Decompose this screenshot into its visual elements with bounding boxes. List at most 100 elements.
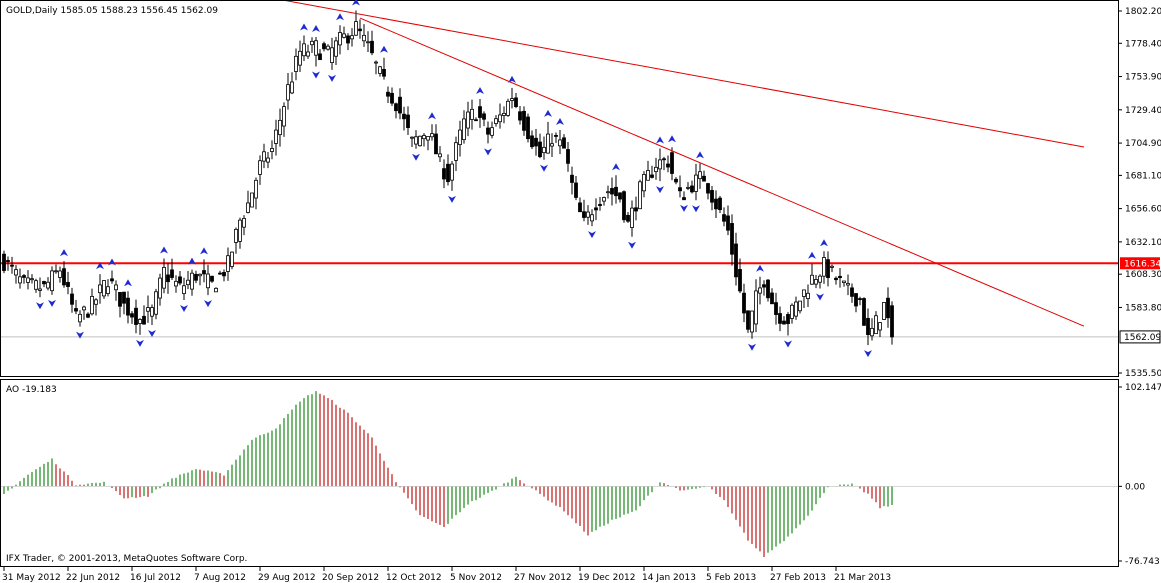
- fractal-down-icon: [680, 204, 688, 212]
- candle-body: [250, 192, 254, 208]
- time-tick-label: 16 Jul 2012: [130, 573, 181, 583]
- candle-body: [506, 100, 510, 116]
- candle-body: [842, 280, 846, 283]
- time-tick-label: 31 May 2012: [2, 573, 61, 583]
- fractal-up-icon: [544, 109, 552, 117]
- candle-body: [594, 207, 598, 211]
- candle-body: [118, 292, 122, 307]
- trendlines-layer: [285, 1, 1085, 327]
- candle-body: [682, 197, 686, 201]
- candle-body: [566, 149, 570, 164]
- price-tick-label: 1753.90: [1125, 73, 1161, 83]
- candle-body: [826, 259, 830, 279]
- fractal-up-icon: [108, 258, 116, 266]
- candle-body: [474, 119, 478, 122]
- candle-body: [718, 197, 722, 211]
- candle-body: [286, 84, 290, 101]
- candle-body: [426, 136, 430, 141]
- candle-body: [50, 270, 54, 292]
- candle-body: [490, 127, 494, 136]
- candle-body: [590, 214, 594, 222]
- candle-body: [654, 166, 658, 173]
- price-tick-label: 1802.20: [1125, 7, 1161, 17]
- candle-body: [790, 304, 794, 319]
- candle-body: [750, 310, 754, 333]
- fractals-layer: [36, 0, 872, 358]
- main-panel-frame: [0, 0, 1119, 377]
- candle-body: [234, 228, 238, 243]
- candle-body: [846, 283, 850, 286]
- candle-body: [366, 41, 370, 44]
- candle-body: [134, 307, 138, 325]
- candle-body: [290, 81, 294, 94]
- current-price-tag: 1562.09: [1119, 330, 1161, 344]
- candle-body: [94, 299, 98, 305]
- fractal-down-icon: [48, 299, 56, 307]
- fractal-down-icon: [864, 350, 872, 358]
- candle-body: [418, 135, 422, 147]
- candle-body: [406, 114, 410, 129]
- fractal-up-icon: [96, 262, 104, 270]
- candle-body: [162, 267, 166, 289]
- time-tick-label: 27 Feb 2013: [770, 573, 826, 583]
- candle-body: [402, 113, 406, 120]
- candle-body: [378, 66, 382, 74]
- fractal-down-icon: [540, 164, 548, 172]
- fractal-up-icon: [476, 86, 484, 94]
- candle-body: [102, 280, 106, 297]
- candle-body: [338, 32, 342, 46]
- fractal-down-icon: [148, 330, 156, 338]
- candle-body: [746, 310, 750, 330]
- candle-body: [166, 274, 170, 283]
- candle-body: [614, 186, 618, 197]
- fractal-up-icon: [808, 251, 816, 259]
- candle-body: [874, 315, 878, 335]
- candle-body: [10, 264, 14, 267]
- candle-body: [222, 272, 226, 277]
- candle-body: [530, 135, 534, 148]
- fractal-up-icon: [820, 239, 828, 247]
- fractal-down-icon: [588, 231, 596, 239]
- candle-body: [522, 110, 526, 131]
- candle-body: [862, 298, 866, 326]
- candle-body: [482, 113, 486, 120]
- candle-body: [138, 319, 142, 325]
- candle-body: [574, 182, 578, 198]
- candle-body: [822, 257, 826, 277]
- candle-body: [798, 300, 802, 312]
- price-axis: 1802.20 1778.40 1753.90 1729.40 1704.90 1681.…: [1118, 7, 1161, 379]
- candle-body: [818, 275, 822, 283]
- fractal-up-icon: [756, 264, 764, 272]
- candle-body: [598, 204, 602, 206]
- candle-body: [294, 55, 298, 72]
- candle-body: [410, 136, 414, 139]
- candle-body: [362, 34, 366, 42]
- candle-body: [178, 276, 182, 284]
- candle-body: [802, 289, 806, 297]
- candle-body: [550, 143, 554, 147]
- candle-body: [142, 315, 146, 325]
- candle-body: [214, 287, 218, 293]
- candle-body: [558, 139, 562, 147]
- candle-body: [446, 163, 450, 183]
- time-tick-label: 20 Sep 2012: [322, 573, 379, 583]
- fractal-up-icon: [124, 279, 132, 287]
- candle-body: [602, 197, 606, 202]
- price-tick-label: 1535.50: [1125, 369, 1161, 379]
- candle-body: [130, 313, 134, 318]
- candle-body: [86, 313, 90, 318]
- candle-body: [650, 174, 654, 178]
- candle-body: [642, 174, 646, 192]
- candle-body: [438, 153, 442, 158]
- candle-body: [358, 28, 362, 32]
- fractal-up-icon: [160, 246, 168, 254]
- candle-body: [606, 191, 610, 194]
- candle-body: [22, 275, 26, 278]
- candle-body: [690, 185, 694, 193]
- candle-body: [882, 302, 886, 320]
- candle-body: [858, 298, 862, 301]
- candle-body: [466, 111, 470, 129]
- candle-body: [370, 40, 374, 54]
- candle-body: [58, 270, 62, 278]
